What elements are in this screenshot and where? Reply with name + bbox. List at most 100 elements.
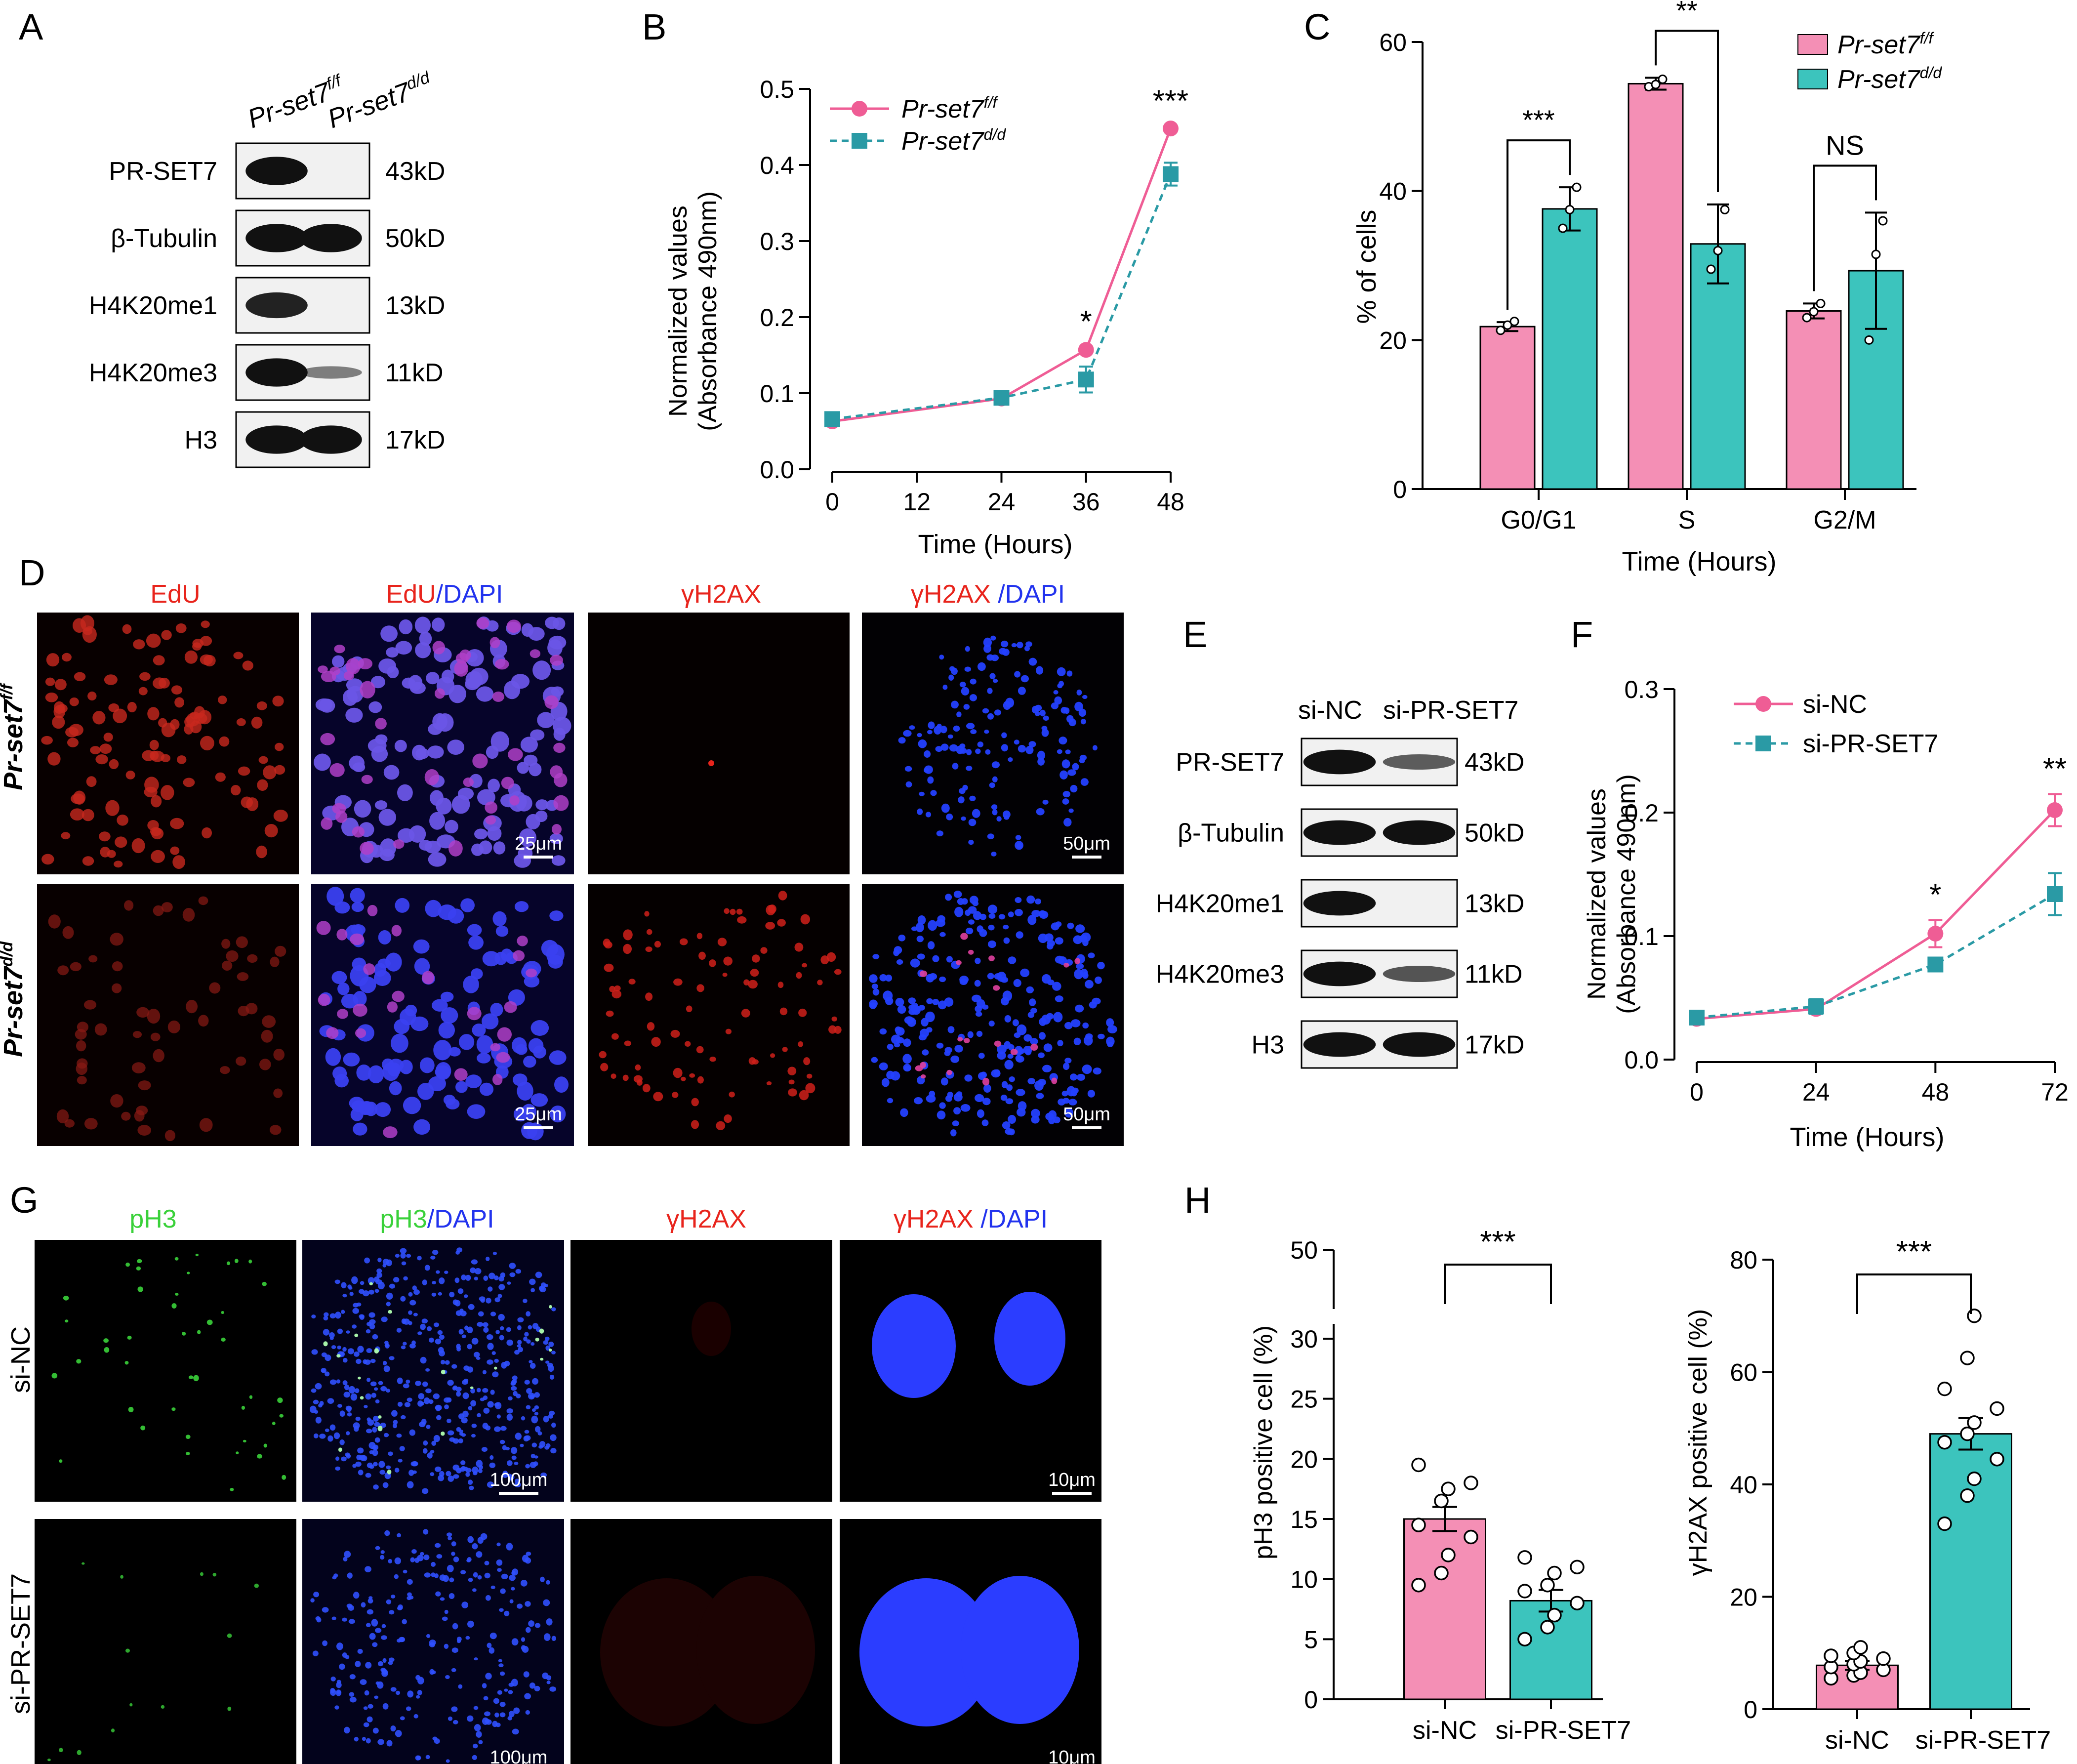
d-foci-dd-gh2ax-60 [645, 992, 653, 1001]
g-nucleus-sinc-311 [517, 1325, 522, 1330]
d-nucleus-ff-colony-102 [966, 723, 975, 730]
g-nucleus-sinc-495 [476, 1388, 481, 1393]
g-ph3-dapi-sinc-16 [358, 1376, 361, 1380]
d-nucleus-dd-dapi-87 [368, 1065, 384, 1083]
d-foci-dd-gh2ax-89 [834, 1026, 842, 1034]
c-point-s2-2-2 [1878, 216, 1888, 226]
d-nucleus-dd-colony-167 [1006, 1084, 1013, 1091]
g-nucleus-sinc-25 [354, 1388, 360, 1394]
d-nucleus-dd-colony-237 [1097, 962, 1105, 970]
d-foci-dd-gh2ax-9 [681, 1076, 686, 1081]
g-nucleus-sipr-285 [485, 1595, 491, 1601]
d-foci-dd-gh2ax-61 [611, 1073, 616, 1079]
d-nucleus-ff-dapi-65 [379, 849, 395, 861]
g-nucleus-sinc-167 [515, 1269, 522, 1274]
d-foci-dd-gh2ax-108 [691, 1120, 699, 1129]
h1-point-0-6 [1441, 1481, 1456, 1496]
d-nucleus-ff-edu-61 [171, 685, 183, 695]
g-nucleus-sipr-166 [362, 1737, 366, 1741]
g-nucleus-sipr-150 [504, 1688, 508, 1692]
d-nucleus-ff-colony-202 [968, 819, 977, 826]
g-nucleus-sinc-88 [343, 1392, 351, 1398]
g-nucleus-sinc-422 [473, 1352, 480, 1358]
h1-ylabel: pH3 positive cell (%) [1249, 1325, 1278, 1559]
g-nucleus-sinc-257 [539, 1286, 546, 1293]
h2-point-1-3 [1990, 1452, 2004, 1467]
d-foci-ff-gh2ax [708, 760, 714, 766]
g-nucleus-sipr-117 [506, 1543, 513, 1551]
d-nucleus-ff-edu-77 [238, 766, 250, 776]
d-nucleus-dd-dapi-23 [441, 991, 454, 1002]
d-nucleus-ff-edu-100 [65, 727, 79, 738]
d-nucleus-ff-colony-51 [1024, 645, 1030, 652]
d-nucleus-dd-colony-214 [1088, 952, 1095, 958]
d-nucleus-ff-colony-216 [1017, 642, 1023, 649]
g-nucleus-sinc-243 [337, 1345, 341, 1350]
e-band-1-lane-1 [1303, 749, 1376, 775]
d-nucleus-dd-colony-51 [964, 1074, 973, 1082]
d-nucleus-dd-colony-239 [1013, 979, 1021, 987]
g-nucleus-sipr-144 [445, 1675, 450, 1679]
d-nucleus-dd-dapi-22 [517, 1081, 533, 1101]
d-foci-dd-gh2ax-64 [679, 938, 688, 945]
d-nucleus-dd-colony-135 [879, 1028, 887, 1035]
d-nucleus-dd-dapi-pink-19 [504, 1001, 517, 1013]
g-nucleus-sipr-110 [509, 1574, 516, 1581]
d-nucleus-ff-edu-86 [45, 693, 58, 702]
d-nucleus-ff-edu-70 [177, 755, 187, 764]
g-nucleus-sinc-459 [511, 1380, 517, 1386]
d-nucleus-ff-dapi-79 [419, 631, 432, 646]
g-nucleus-sinc-89 [355, 1461, 362, 1467]
g-nucleus-sinc-291 [321, 1352, 327, 1357]
g-nucleus-sinc-117 [374, 1437, 380, 1443]
g-nucleus-sinc-252 [438, 1292, 443, 1296]
d-nucleus-dd-colony-111 [1020, 968, 1030, 977]
g-nucleus-sinc-452 [383, 1365, 390, 1372]
g-nucleus-sipr-253 [546, 1681, 551, 1684]
g-nucleus-sinc-251 [369, 1323, 375, 1330]
g-nucleus-sinc-327 [471, 1423, 477, 1428]
g-nucleus-sipr-145 [336, 1690, 341, 1694]
b-legend-label-ff: Pr-set7f/f [901, 93, 998, 123]
d-nucleus-dd-edu-23 [76, 1040, 86, 1052]
g-nucleus-sipr-146 [534, 1685, 540, 1691]
d-nucleus-dd-colony-312 [972, 901, 979, 906]
g-nucleus-sinc-111 [365, 1393, 371, 1400]
h1-y-tick-label-4: 20 [1290, 1445, 1318, 1473]
d-nucleus-ff-dapi-pink-40 [321, 670, 336, 682]
d-nucleus-dd-colony-277 [932, 999, 939, 1005]
d-foci-dd-gh2ax-19 [834, 969, 842, 975]
g-img-sinc-ph3-dapi [302, 1240, 564, 1502]
g-nucleus-sipr-131 [439, 1574, 446, 1581]
d-nucleus-ff-colony-71 [964, 666, 972, 672]
g-nucleus-sinc-350 [396, 1328, 402, 1333]
f-series-2-line [1696, 893, 2056, 1019]
d-nucleus-ff-colony-151 [977, 662, 986, 671]
d-foci-dd-gh2ax-17 [796, 972, 802, 979]
g-nucleus-sinc-226 [458, 1329, 464, 1335]
d-nucleus-dd-edu-39 [199, 1118, 213, 1132]
g-ph3-sinc-38 [226, 1261, 231, 1266]
f-x-tick-label-2: 48 [1922, 1078, 1950, 1106]
g-nucleus-sinc-188 [427, 1452, 433, 1459]
a-blot-kd-2: 50kD [385, 224, 445, 253]
g-ph3-dapi-sinc-24 [441, 1369, 446, 1375]
g-nucleus-sinc-236 [452, 1386, 457, 1391]
g-nucleus-sinc-449 [545, 1443, 551, 1448]
g-nucleus-sinc-1 [422, 1279, 427, 1286]
g-nucleus-sinc-271 [550, 1434, 557, 1441]
panel-letter-a: A [19, 6, 43, 47]
g-nucleus-sinc-427 [310, 1405, 317, 1413]
d-nucleus-ff-colony-224 [987, 833, 994, 839]
g-nucleus-sinc-330 [391, 1410, 398, 1417]
d-nucleus-ff-dapi-88 [314, 753, 331, 771]
d-nucleus-dd-colony-261 [1093, 1067, 1101, 1075]
d-nucleus-dd-colony-70 [936, 1042, 944, 1049]
d-nucleus-dd-dapi-69 [548, 954, 563, 969]
g-nucleus-sipr-217 [480, 1533, 488, 1540]
g-ph3-sipr-5 [111, 1728, 115, 1733]
g-nucleus-sinc-37 [530, 1342, 535, 1346]
g-nucleus-sinc-444 [447, 1380, 454, 1386]
d-nucleus-ff-dapi-94 [445, 820, 458, 833]
g-nucleus-sinc-204 [357, 1346, 364, 1353]
